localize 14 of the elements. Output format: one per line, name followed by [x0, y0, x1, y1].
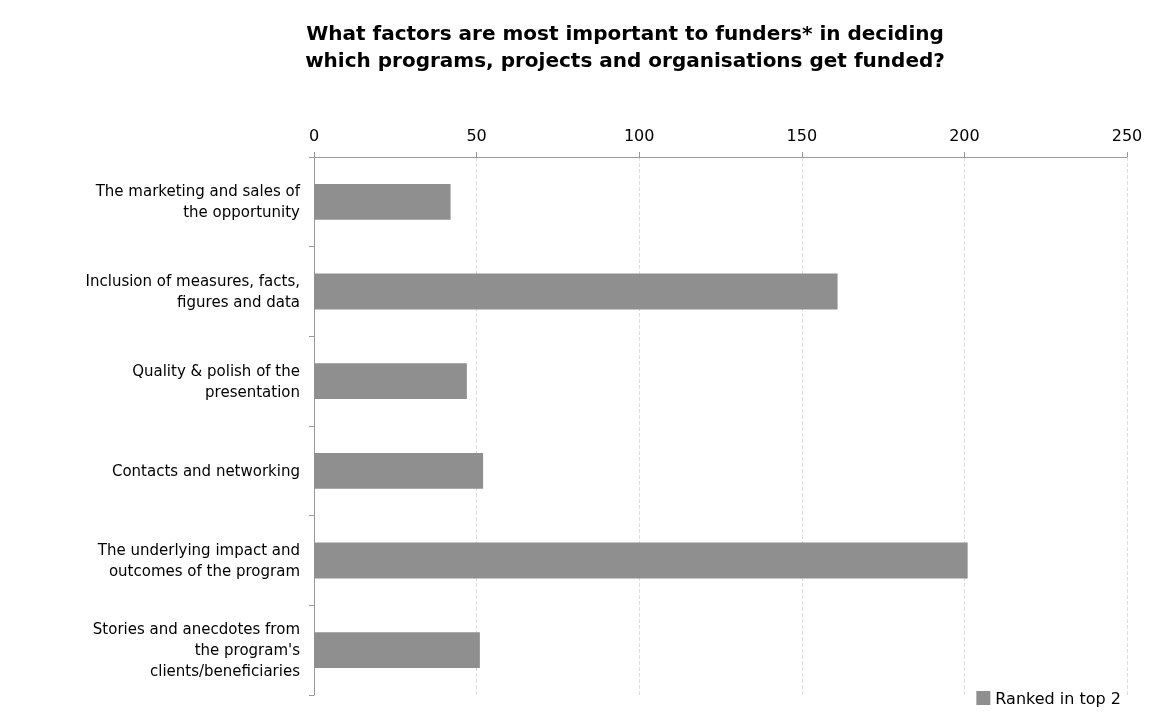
x-tick-label: 50 [466, 125, 487, 145]
y-tick-label: The marketing and sales of the opportunity [94, 182, 301, 222]
x-tick-label: 150 [786, 125, 818, 145]
y-tick-label: Quality & polish of the presentation [132, 361, 300, 401]
chart-title: What factors are most important to funders* in deciding which programs, projects and organisations get funded? [305, 20, 945, 72]
x-tick-label: 200 [949, 125, 980, 145]
y-tick-label: Contacts and networking [111, 461, 300, 480]
x-tick-label: 0 [308, 125, 320, 145]
y-tick-label: Stories and anecdotes from the program's clients/beneficiaries [92, 620, 301, 681]
x-tick-label: 100 [623, 125, 655, 145]
x-tick-label: 250 [1111, 125, 1143, 145]
legend-label: Ranked in top 2 [995, 688, 1122, 708]
y-tick-label: Inclusion of measures, facts, figures and data [85, 272, 300, 311]
y-tick-label: The underlying impact and outcomes of the program [96, 541, 300, 580]
